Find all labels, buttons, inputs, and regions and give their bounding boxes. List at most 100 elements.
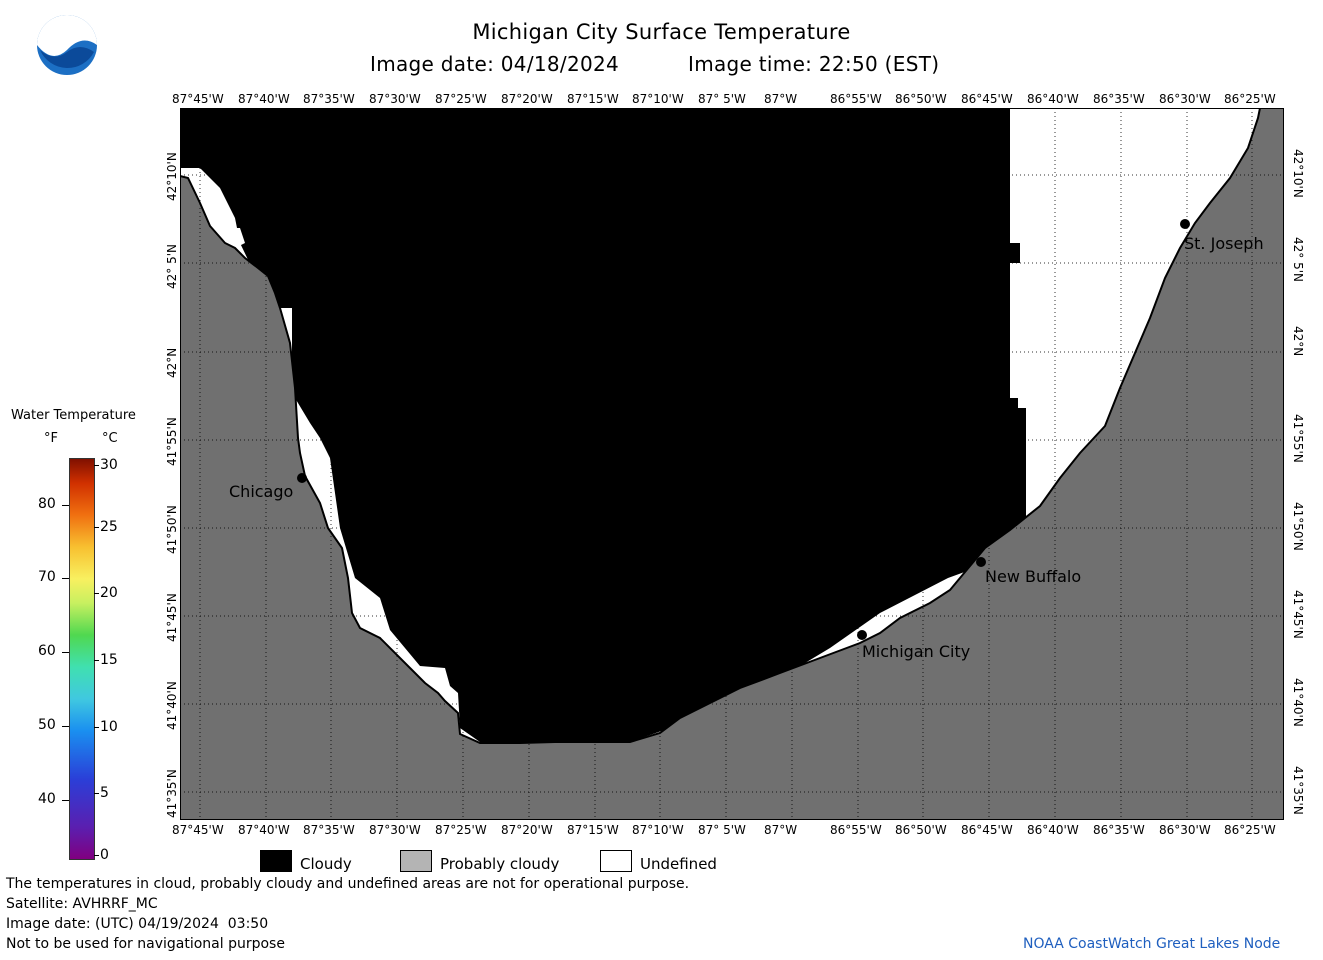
footer-image-date: Image date: (UTC) 04/19/2024 03:50 — [6, 916, 269, 932]
label-chicago: Chicago — [229, 482, 294, 501]
colorbar-c-tick: 10 — [100, 719, 118, 735]
map-title: Michigan City Surface Temperature — [472, 20, 851, 44]
noaa-logo: NOAA — [36, 14, 98, 76]
lon-tick-label: 87°25'W — [435, 823, 487, 837]
colorbar-f-tick-mark — [62, 578, 69, 579]
lon-tick-label: 86°45'W — [961, 823, 1013, 837]
lon-tick-label: 87°15'W — [567, 92, 619, 106]
lon-tick-label: 86°50'W — [895, 823, 947, 837]
lon-tick-label: 87°30'W — [369, 823, 421, 837]
colorbar-c-tick-mark — [94, 793, 99, 794]
lon-tick-label: 87°W — [764, 92, 798, 106]
colorbar-c-tick: 20 — [100, 585, 118, 601]
colorbar-c-tick: 25 — [100, 519, 118, 535]
marker-michigan-city — [857, 630, 867, 640]
lon-tick-label: 86°30'W — [1159, 823, 1211, 837]
label-michigan-city: Michigan City — [862, 642, 971, 661]
lat-tick-label: 41°55'N — [1291, 414, 1305, 463]
colorbar-c-tick: 15 — [100, 652, 118, 668]
colorbar-f-tick: 50 — [38, 717, 56, 733]
colorbar-f-tick: 40 — [38, 791, 56, 807]
lat-tick-label: 42°N — [165, 347, 179, 378]
lon-tick-label: 86°25'W — [1224, 823, 1276, 837]
lat-tick-label: 42°10'N — [165, 152, 179, 201]
legend-probably-cloudy-swatch — [400, 850, 432, 872]
footer-navigation: Not to be used for navigational purpose — [6, 936, 285, 952]
lat-tick-label: 41°50'N — [165, 505, 179, 554]
lon-tick-label: 86°45'W — [961, 92, 1013, 106]
lon-tick-label: 86°35'W — [1093, 823, 1145, 837]
legend-undefined-swatch — [600, 850, 632, 872]
label-new-buffalo: New Buffalo — [985, 567, 1082, 586]
land-region — [179, 107, 1285, 821]
label-st-joseph: St. Joseph — [1184, 234, 1264, 253]
marker-chicago — [297, 473, 307, 483]
footer-satellite: Satellite: AVHRRF_MC — [6, 896, 158, 912]
lon-tick-label: 86°40'W — [1027, 823, 1079, 837]
map-canvas — [179, 107, 1285, 821]
lon-tick-label: 86°40'W — [1027, 92, 1079, 106]
lon-tick-label: 87° 5'W — [698, 92, 746, 106]
lon-tick-label: 87°45'W — [172, 823, 224, 837]
lat-tick-label: 41°45'N — [1291, 590, 1305, 639]
lon-tick-label: 86°55'W — [830, 92, 882, 106]
lon-tick-label: 86°30'W — [1159, 92, 1211, 106]
lon-tick-label: 87°30'W — [369, 92, 421, 106]
colorbar-f-tick-mark — [62, 652, 69, 653]
lon-tick-label: 87°45'W — [172, 92, 224, 106]
colorbar-c-tick-mark — [94, 593, 99, 594]
colorbar — [69, 458, 95, 860]
lat-tick-label: 41°40'N — [165, 681, 179, 730]
marker-new-buffalo — [976, 557, 986, 567]
colorbar-c-tick: 30 — [100, 457, 118, 473]
colorbar-title: Water Temperature — [11, 408, 136, 423]
colorbar-f-tick: 70 — [38, 569, 56, 585]
colorbar-c-tick: 5 — [100, 785, 109, 801]
lon-tick-label: 86°25'W — [1224, 92, 1276, 106]
lat-tick-label: 41°35'N — [1291, 766, 1305, 815]
colorbar-f-tick-mark — [62, 505, 69, 506]
map-border — [180, 108, 1284, 820]
lon-tick-label: 87°W — [764, 823, 798, 837]
lat-tick-label: 41°40'N — [1291, 678, 1305, 727]
legend-undefined-label: Undefined — [640, 855, 717, 873]
lat-tick-label: 41°45'N — [165, 593, 179, 642]
lon-tick-label: 86°35'W — [1093, 92, 1145, 106]
lon-tick-label: 86°50'W — [895, 92, 947, 106]
lon-tick-label: 87°20'W — [501, 92, 553, 106]
svg-text:NOAA: NOAA — [54, 28, 81, 38]
lat-tick-label: 42° 5'N — [165, 244, 179, 289]
colorbar-c-tick-mark — [94, 727, 99, 728]
lon-tick-label: 87°10'W — [632, 92, 684, 106]
graticule — [180, 108, 1284, 820]
colorbar-unit-c: °C — [102, 431, 118, 446]
lon-tick-label: 87°15'W — [567, 823, 619, 837]
legend-probably-cloudy-label: Probably cloudy — [440, 855, 560, 873]
cloud-region — [180, 108, 1026, 742]
undefined-strip-west — [202, 188, 245, 248]
lon-tick-label: 87°35'W — [303, 92, 355, 106]
lat-tick-label: 42° 5'N — [1291, 237, 1305, 282]
legend-cloudy-label: Cloudy — [300, 855, 352, 873]
colorbar-f-tick-mark — [62, 726, 69, 727]
lon-tick-label: 87°40'W — [238, 823, 290, 837]
lon-tick-label: 87°10'W — [632, 823, 684, 837]
lat-tick-label: 42°N — [1291, 326, 1305, 357]
image-date: Image date: 04/18/2024 — [370, 52, 620, 76]
lat-tick-label: 41°55'N — [165, 417, 179, 466]
map-frame — [179, 107, 1285, 821]
lon-tick-label: 87°35'W — [303, 823, 355, 837]
lat-tick-label: 41°35'N — [165, 769, 179, 818]
marker-st-joseph — [1180, 219, 1190, 229]
colorbar-unit-f: °F — [44, 431, 58, 446]
image-time: Image time: 22:50 (EST) — [688, 52, 940, 76]
colorbar-c-tick-mark — [94, 660, 99, 661]
colorbar-c-tick: 0 — [100, 847, 109, 863]
lon-tick-label: 87°25'W — [435, 92, 487, 106]
footer-note: The temperatures in cloud, probably clou… — [6, 876, 690, 892]
colorbar-f-tick: 60 — [38, 643, 56, 659]
colorbar-c-tick-mark — [94, 527, 99, 528]
colorbar-f-tick-mark — [62, 800, 69, 801]
lon-tick-label: 87°40'W — [238, 92, 290, 106]
lon-tick-label: 87°20'W — [501, 823, 553, 837]
